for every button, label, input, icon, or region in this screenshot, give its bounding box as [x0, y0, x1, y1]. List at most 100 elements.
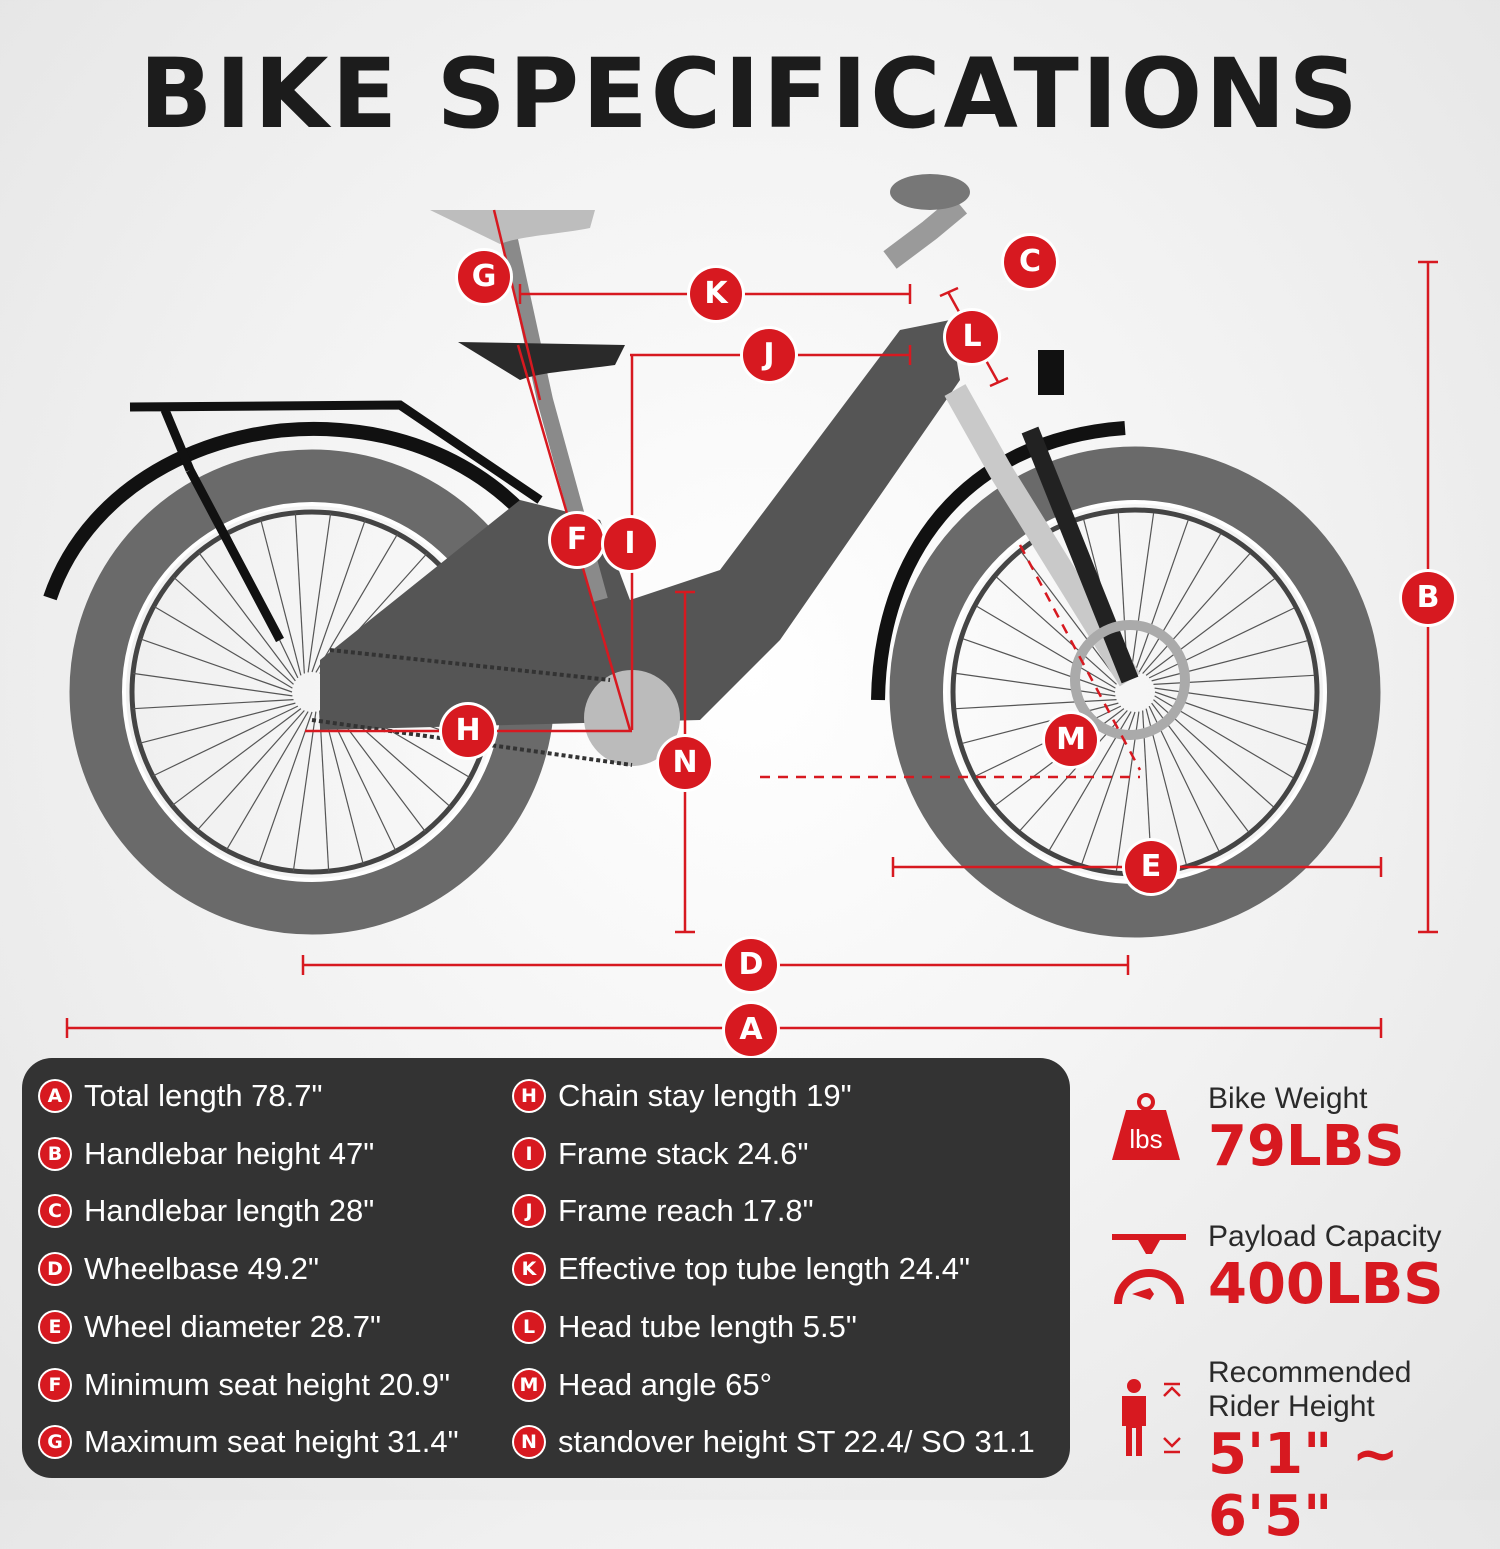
- diagram-badge-c: C: [1004, 236, 1056, 288]
- spec-text: Chain stay length 19": [558, 1078, 852, 1113]
- spoke: [258, 711, 313, 865]
- rear-fender: [43, 422, 525, 601]
- page-title: BIKE SPECIFICATIONS: [139, 38, 1361, 150]
- spoke: [955, 672, 1116, 697]
- spec-item-d: D Wheelbase 49.2": [40, 1251, 319, 1287]
- stat-label: Payload Capacity: [1208, 1220, 1442, 1253]
- spec-item-a: A Total length 78.7": [40, 1078, 323, 1114]
- diagram-badge-k: K: [690, 268, 742, 320]
- spec-text: Head angle 65°: [558, 1367, 773, 1402]
- spec-badge: N: [514, 1427, 544, 1457]
- fork-leg: [1021, 426, 1139, 684]
- spec-badge: L: [514, 1312, 544, 1342]
- spoke: [319, 710, 330, 872]
- stat-label: Bike Weight: [1208, 1082, 1368, 1115]
- spec-item-h: H Chain stay length 19": [514, 1078, 852, 1114]
- spec-badge: A: [40, 1081, 70, 1111]
- spoke: [1153, 674, 1315, 685]
- spec-text: Head tube length 5.5": [558, 1309, 857, 1344]
- spoke: [152, 705, 299, 777]
- spec-badge: M: [514, 1370, 544, 1400]
- spoke: [1145, 578, 1276, 676]
- stat-bike-weight: Bike Weight 79LBS: [1208, 1082, 1405, 1178]
- spec-panel: A Total length 78.7" B Handlebar height 47"…: [22, 1058, 1070, 1478]
- spec-text: Wheel diameter 28.7": [84, 1309, 382, 1344]
- stat-payload-capacity: Payload Capacity 400LBS: [1208, 1220, 1444, 1316]
- fork: [944, 384, 1141, 687]
- diagram-badge-b: B: [1402, 572, 1454, 624]
- handlebar: [883, 196, 968, 269]
- spec-item-b: B Handlebar height 47": [40, 1136, 374, 1172]
- spec-text: Handlebar height 47": [84, 1136, 375, 1171]
- diagram-badge-d: D: [725, 939, 777, 991]
- spec-badge: C: [40, 1196, 70, 1226]
- spec-text: standover height ST 22.4/ SO 31.1: [558, 1424, 1035, 1459]
- diagram-badge-i: I: [604, 518, 656, 570]
- spec-text: Wheelbase 49.2": [84, 1251, 320, 1286]
- spoke: [153, 605, 293, 689]
- spoke: [260, 519, 302, 676]
- spec-item-l: L Head tube length 5.5": [514, 1309, 857, 1345]
- diagram-badge-h: H: [442, 705, 494, 757]
- spoke: [196, 710, 305, 831]
- spoke: [173, 576, 294, 685]
- spec-badge: I: [514, 1139, 544, 1169]
- spec-text: Total length 78.7": [84, 1078, 323, 1113]
- spoke: [962, 702, 1119, 744]
- spoke: [171, 708, 302, 806]
- spoke: [307, 512, 332, 673]
- spec-badge: K: [514, 1254, 544, 1284]
- spec-text: Effective top tube length 24.4": [558, 1251, 971, 1286]
- stat-rider-height: Recommended Rider Height 5'1" ~ 6'5": [1208, 1356, 1468, 1548]
- spoke: [292, 711, 317, 872]
- front-fender: [871, 421, 1126, 701]
- spoke: [139, 638, 293, 693]
- spoke: [139, 702, 296, 744]
- spec-badge: E: [40, 1312, 70, 1342]
- spoke: [1151, 640, 1308, 682]
- spoke: [294, 512, 305, 674]
- spoke: [1148, 607, 1295, 679]
- diagram-badge-l: L: [946, 311, 998, 363]
- spec-badge: J: [514, 1196, 544, 1226]
- rider-height-icon: [1118, 1378, 1184, 1463]
- frame: [320, 320, 960, 730]
- seat-min: [458, 342, 625, 380]
- spec-item-m: M Head angle 65°: [514, 1367, 772, 1403]
- stat-value: 5'1" ~ 6'5": [1208, 1422, 1399, 1549]
- spec-item-g: G Maximum seat height 31.4": [40, 1424, 459, 1460]
- spec-badge: G: [40, 1427, 70, 1457]
- spec-badge: D: [40, 1254, 70, 1284]
- spoke: [976, 605, 1116, 689]
- spoke: [315, 533, 399, 673]
- spec-item-c: C Handlebar length 28": [40, 1193, 374, 1229]
- diagram-badge-g: G: [458, 251, 510, 303]
- spoke: [1138, 533, 1222, 673]
- spec-badge: B: [40, 1139, 70, 1169]
- seat-max: [430, 210, 595, 244]
- spec-text: Frame reach 17.8": [558, 1193, 814, 1228]
- diagram-badge-m: M: [1045, 714, 1097, 766]
- diagram-badge-n: N: [659, 737, 711, 789]
- stat-value: 400LBS: [1208, 1252, 1444, 1317]
- spec-item-f: F Minimum seat height 20.9": [40, 1367, 450, 1403]
- spec-text: Maximum seat height 31.4": [84, 1424, 459, 1459]
- spoke: [132, 699, 294, 710]
- spec-badge: F: [40, 1370, 70, 1400]
- front-wheel: [889, 446, 1381, 938]
- spoke: [225, 711, 309, 851]
- spoke: [996, 576, 1117, 685]
- weight-icon-text: lbs: [1129, 1124, 1162, 1154]
- diagram-badge-e: E: [1125, 841, 1177, 893]
- spoke: [1142, 553, 1251, 674]
- rear-rack: [129, 400, 543, 643]
- spoke: [1130, 512, 1155, 673]
- bike-illustration: [43, 174, 1438, 1038]
- weight-icon: lbs: [1110, 1092, 1182, 1167]
- spec-text: Minimum seat height 20.9": [84, 1367, 450, 1402]
- spec-item-i: I Frame stack 24.6": [514, 1136, 808, 1172]
- stat-label: Recommended Rider Height: [1208, 1356, 1412, 1423]
- spec-item-j: J Frame reach 17.8": [514, 1193, 814, 1229]
- diagram-badge-a: A: [725, 1004, 777, 1056]
